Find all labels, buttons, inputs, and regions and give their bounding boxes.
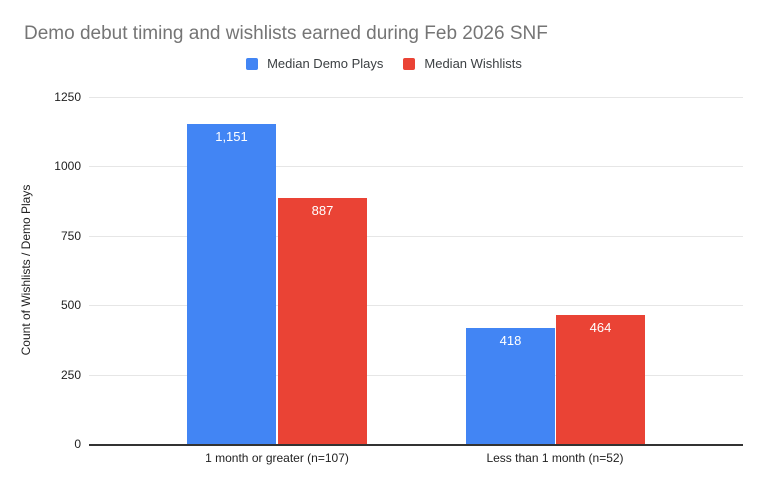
x-axis-labels: 1 month or greater (n=107) Less than 1 m… bbox=[0, 451, 768, 471]
bar-median-demo-plays-1-month-or-greater: 1,151 bbox=[187, 124, 276, 444]
y-axis-ticks: 1250 1000 750 500 250 0 bbox=[0, 90, 81, 451]
gridline bbox=[89, 97, 743, 98]
gridline bbox=[89, 166, 743, 168]
legend-item-median-wishlists: Median Wishlists bbox=[403, 56, 522, 71]
y-tick-label: 1000 bbox=[54, 159, 81, 174]
y-tick-label: 750 bbox=[60, 228, 81, 243]
bar-value-label: 887 bbox=[311, 202, 334, 218]
bar-median-wishlists-1-month-or-greater: 887 bbox=[278, 197, 367, 444]
gridline bbox=[89, 305, 743, 307]
legend-swatch-blue bbox=[246, 57, 259, 70]
legend: Median Demo Plays Median Wishlists bbox=[0, 56, 768, 71]
bar-median-demo-plays-less-than-1-month: 418 bbox=[466, 327, 555, 444]
y-tick-label: 250 bbox=[60, 367, 81, 382]
legend-label: Median Demo Plays bbox=[267, 56, 384, 71]
legend-item-median-demo-plays: Median Demo Plays bbox=[246, 56, 383, 71]
x-category-label: 1 month or greater (n=107) bbox=[205, 451, 349, 465]
bar-value-label: 418 bbox=[499, 332, 522, 348]
chart-title: Demo debut timing and wishlists earned d… bbox=[24, 23, 548, 44]
y-tick-label: 500 bbox=[60, 298, 81, 313]
bar-value-label: 1,151 bbox=[215, 129, 248, 145]
plot-area: 1,151 887 418 464 bbox=[89, 97, 743, 446]
legend-swatch-red bbox=[403, 57, 416, 70]
gridline bbox=[89, 374, 743, 376]
gridline bbox=[89, 235, 743, 237]
x-category-label: Less than 1 month (n=52) bbox=[486, 451, 624, 465]
y-tick-label: 1250 bbox=[54, 90, 81, 104]
bar-value-label: 464 bbox=[589, 320, 612, 336]
y-tick-label: 0 bbox=[74, 437, 81, 451]
bar-median-wishlists-less-than-1-month: 464 bbox=[556, 315, 645, 444]
legend-label: Median Wishlists bbox=[424, 56, 522, 71]
